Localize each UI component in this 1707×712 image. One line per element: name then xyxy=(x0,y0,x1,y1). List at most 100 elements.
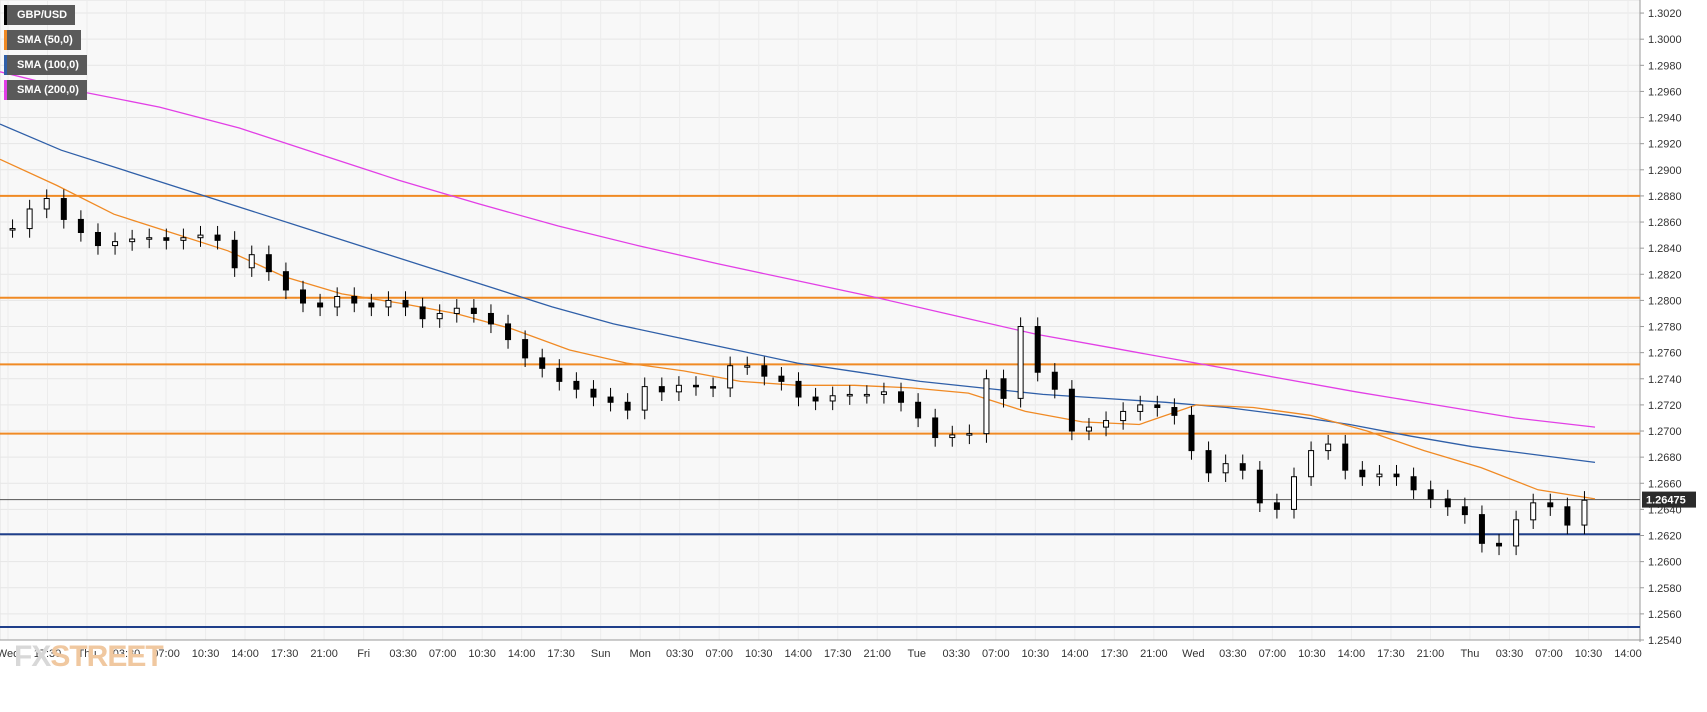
candle-body xyxy=(1325,443,1332,452)
y-tick-label: 1.2900 xyxy=(1648,165,1682,177)
x-tick-label: 10:30 xyxy=(1022,648,1050,660)
price-tag-label: 1.26475 xyxy=(1646,495,1686,507)
y-tick-label: 1.2980 xyxy=(1648,60,1682,72)
y-tick-label: 1.2600 xyxy=(1648,557,1682,569)
candle-body xyxy=(436,312,443,320)
candle-body xyxy=(317,302,324,308)
logo-fx: FX xyxy=(14,640,51,673)
legend-gbpusd: GBP/USD xyxy=(4,5,76,25)
y-tick-label: 1.2940 xyxy=(1648,113,1682,125)
y-tick-label: 1.2780 xyxy=(1648,322,1682,334)
candle-body xyxy=(94,231,101,247)
y-tick-label: 1.2620 xyxy=(1648,531,1682,543)
candle-body xyxy=(470,307,477,314)
candle-body xyxy=(692,384,699,388)
fxstreet-logo: FXSTREET xyxy=(14,640,164,674)
logo-street: STREET xyxy=(50,640,163,673)
candle-body xyxy=(675,384,682,393)
sma200-line xyxy=(0,71,1596,428)
candle-body xyxy=(556,367,563,382)
legend-sma200: SMA (200,0) xyxy=(4,80,87,100)
candle-body xyxy=(710,386,717,389)
x-tick-label: 10:30 xyxy=(468,648,496,660)
candle-body xyxy=(1154,404,1161,409)
candle-body xyxy=(915,401,922,419)
candle-body xyxy=(60,198,67,220)
y-tick-label: 1.2800 xyxy=(1648,295,1682,307)
candle-body xyxy=(112,241,119,247)
candle-body xyxy=(966,433,973,436)
y-tick-label: 1.2880 xyxy=(1648,191,1682,203)
candle-body xyxy=(351,295,358,304)
candle-body xyxy=(1290,476,1297,510)
candle-body xyxy=(1256,469,1263,504)
candle-body xyxy=(1461,506,1468,516)
candle-body xyxy=(1017,326,1024,399)
candle-body xyxy=(300,289,307,304)
candle-body xyxy=(573,380,580,390)
y-tick-label: 1.2700 xyxy=(1648,426,1682,438)
x-tick-label: 14:00 xyxy=(1061,648,1089,660)
candle-body xyxy=(641,386,648,411)
y-tick-label: 1.2740 xyxy=(1648,374,1682,386)
x-tick-label: Tue xyxy=(908,648,927,660)
x-tick-label: 03:30 xyxy=(389,648,417,660)
candle-body xyxy=(1188,414,1195,452)
candle-body xyxy=(795,380,802,398)
plot-background xyxy=(0,0,1641,641)
x-tick-label: 21:00 xyxy=(1417,648,1445,660)
x-tick-label: 21:00 xyxy=(1140,648,1168,660)
candle-body xyxy=(590,388,597,398)
candle-body xyxy=(1205,450,1212,474)
candle-body xyxy=(129,238,136,243)
y-tick-label: 1.3000 xyxy=(1648,34,1682,46)
candle-body xyxy=(949,434,956,439)
candle-body xyxy=(846,393,853,397)
candle-body xyxy=(522,339,529,359)
candle-body xyxy=(932,417,939,439)
candle-body xyxy=(1120,410,1127,422)
x-tick-label: 17:30 xyxy=(1377,648,1405,660)
x-tick-label: 10:30 xyxy=(192,648,220,660)
candle-body xyxy=(983,378,990,435)
x-tick-label: 03:30 xyxy=(113,648,141,660)
candle-body xyxy=(1496,542,1503,547)
candle-body xyxy=(1530,502,1537,521)
x-tick-label: Thu xyxy=(78,648,97,660)
candle-body xyxy=(248,254,255,269)
candle-body xyxy=(624,401,631,411)
x-tick-label: Wed xyxy=(0,648,19,660)
x-tick-label: 17:30 xyxy=(271,648,299,660)
candle-body xyxy=(1581,499,1588,526)
legend-gbpusd-label: GBP/USD xyxy=(17,9,68,21)
y-tick-label: 1.2760 xyxy=(1648,348,1682,360)
y-tick-label: 1.2680 xyxy=(1648,452,1682,464)
candle-body xyxy=(1137,404,1144,412)
candle-body xyxy=(368,302,375,308)
candle-body xyxy=(812,396,819,402)
candle-body xyxy=(163,237,170,241)
x-tick-label: 07:00 xyxy=(982,648,1010,660)
candle-body xyxy=(1000,378,1007,399)
candle-body xyxy=(231,239,238,269)
candle-body xyxy=(607,396,614,403)
x-tick-label: Sun xyxy=(591,648,611,660)
x-tick-label: 07:00 xyxy=(152,648,180,660)
y-tick-label: 1.2560 xyxy=(1648,609,1682,621)
candle-body xyxy=(1359,469,1366,478)
candle-body xyxy=(453,307,460,314)
candle-body xyxy=(43,198,50,210)
candle-body xyxy=(880,391,887,395)
candle-body xyxy=(77,218,84,233)
candle-body xyxy=(197,234,204,239)
candle-body xyxy=(658,386,665,393)
x-tick-label: 14:00 xyxy=(231,648,259,660)
x-tick-label: 07:00 xyxy=(1535,648,1563,660)
x-tick-label: 14:00 xyxy=(1338,648,1366,660)
candle-body xyxy=(1478,514,1485,544)
x-tick-label: 10:30 xyxy=(1298,648,1326,660)
candle-body xyxy=(1222,463,1229,474)
candle-body xyxy=(539,357,546,369)
